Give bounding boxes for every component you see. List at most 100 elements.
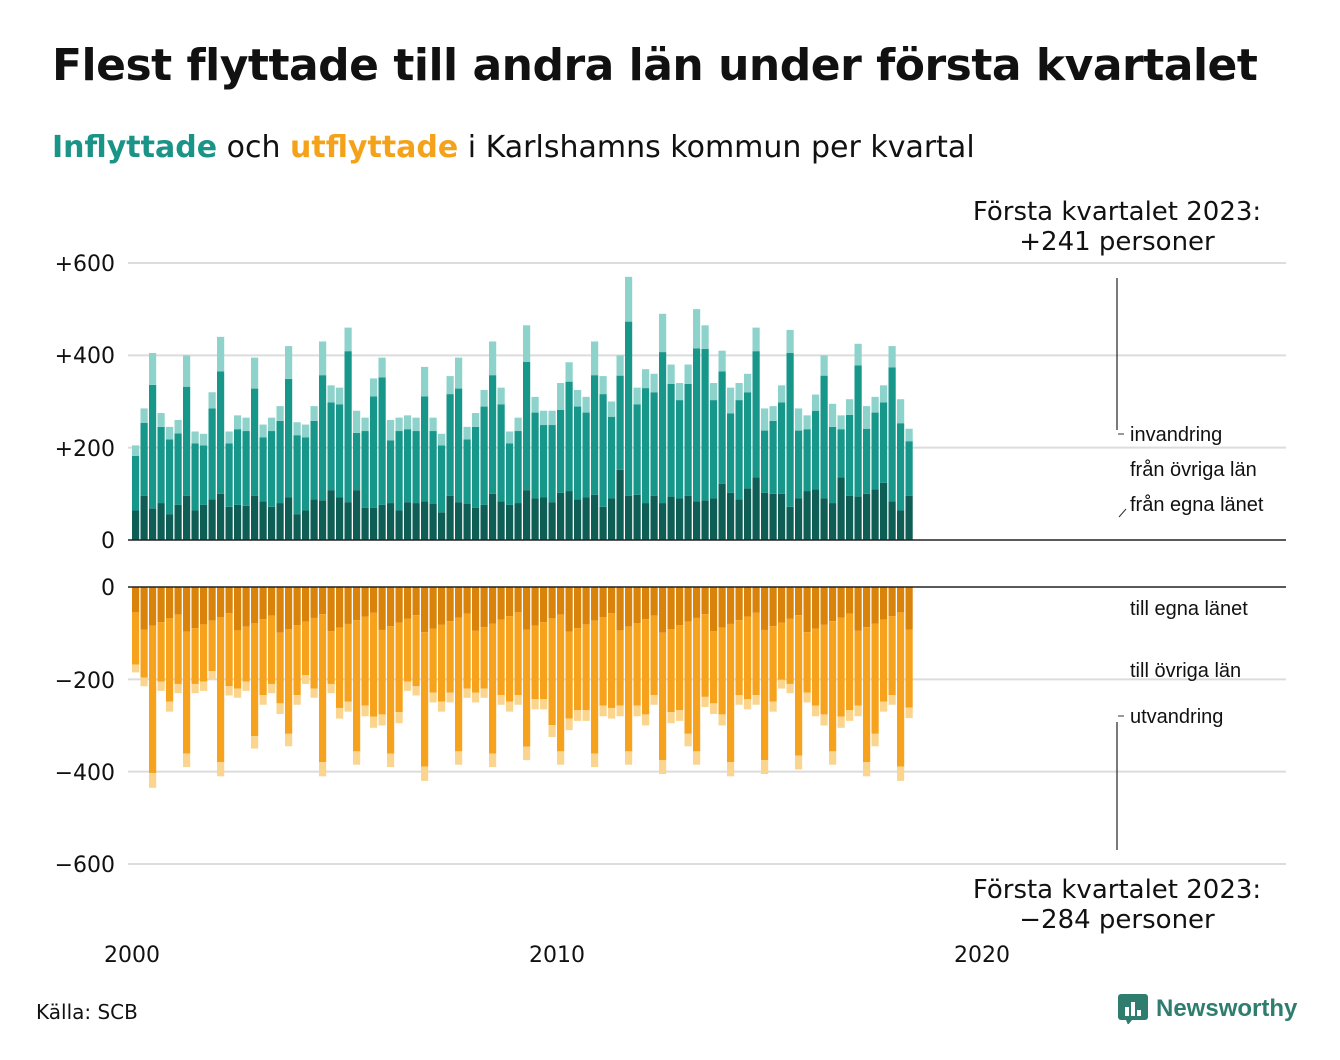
bar-out-emigration: [174, 683, 182, 694]
bar-out-own: [310, 587, 318, 618]
bar-in-other: [557, 409, 565, 493]
bar-in-other: [523, 361, 531, 491]
bar-in-own: [242, 505, 250, 540]
bar-in-immigration: [854, 343, 862, 366]
bar-in-other: [412, 431, 420, 504]
bar-in-immigration: [446, 376, 454, 395]
bar-out-other: [140, 629, 148, 678]
bar-in-own: [387, 503, 395, 540]
bar-in-immigration: [183, 355, 191, 387]
y-tick-label-top: +200: [55, 437, 115, 462]
bar-in-own: [472, 507, 480, 540]
bar-in-immigration: [769, 406, 777, 421]
bar-out-emigration: [251, 736, 259, 749]
bar-out-own: [710, 587, 718, 632]
bar-in-other: [336, 404, 344, 498]
bar-in-own: [225, 506, 233, 540]
bar-out-own: [786, 587, 794, 619]
bar-in-immigration: [752, 327, 760, 352]
bar-in-own: [140, 495, 148, 540]
bar-out-emigration: [888, 695, 896, 705]
subtitle-utflyttade: utflyttade: [290, 130, 459, 165]
bar-in-other: [599, 394, 607, 507]
bar-out-emigration: [608, 707, 616, 719]
bar-out-other: [582, 624, 590, 711]
bar-in-own: [888, 501, 896, 540]
bar-out-emigration: [132, 664, 140, 673]
bar-out-emigration: [421, 766, 429, 781]
bar-out-own: [242, 587, 250, 627]
bar-in-immigration: [795, 408, 803, 431]
bar-in-immigration: [319, 341, 327, 376]
bar-in-immigration: [472, 413, 480, 427]
bar-in-other: [217, 371, 225, 494]
bar-in-immigration: [455, 357, 463, 389]
bar-in-own: [310, 499, 318, 540]
bar-in-other: [778, 402, 786, 494]
bar-out-emigration: [514, 695, 522, 705]
bar-in-immigration: [208, 392, 216, 409]
bar-out-emigration: [837, 716, 845, 728]
bar-in-own: [897, 510, 905, 540]
bar-in-other: [174, 433, 182, 505]
bar-out-own: [863, 587, 871, 628]
bar-out-other: [599, 617, 607, 706]
bar-out-own: [523, 587, 531, 630]
bar-out-emigration: [336, 707, 344, 719]
bar-in-immigration: [642, 369, 650, 389]
bar-out-emigration: [319, 761, 327, 777]
bar-in-immigration: [166, 426, 174, 440]
bar-out-other: [616, 630, 624, 706]
bar-in-own: [191, 510, 199, 540]
bar-out-own: [404, 587, 412, 619]
bar-out-other: [183, 631, 191, 754]
bar-in-own: [786, 506, 794, 540]
bar-in-immigration: [132, 445, 140, 456]
bar-in-own: [506, 504, 514, 540]
bar-in-other: [744, 392, 752, 489]
bar-out-other: [718, 627, 726, 715]
bar-in-immigration: [591, 341, 599, 376]
bar-in-other: [353, 432, 361, 491]
bar-in-immigration: [905, 428, 913, 442]
bar-in-own: [531, 498, 539, 540]
bar-in-own: [761, 492, 769, 540]
bar-out-own: [438, 587, 446, 625]
bar-in-immigration: [353, 410, 361, 433]
bar-in-other: [591, 375, 599, 495]
y-tick-label-bottom: −200: [55, 669, 115, 694]
bar-in-own: [455, 502, 463, 540]
bar-out-emigration: [786, 683, 794, 694]
bar-out-emigration: [735, 695, 743, 705]
bar-out-own: [208, 587, 216, 621]
bar-out-other: [361, 616, 369, 706]
bar-out-other: [769, 626, 777, 702]
bar-out-other: [225, 613, 233, 687]
source-note: Källa: SCB: [36, 1000, 138, 1024]
bar-in-immigration: [302, 424, 310, 438]
bar-out-other: [446, 621, 454, 693]
bar-out-other: [548, 618, 556, 726]
bar-out-other: [905, 629, 913, 708]
y-tick-label-top: +600: [55, 252, 115, 277]
bar-in-own: [803, 491, 811, 540]
bar-out-emigration: [574, 710, 582, 721]
bar-in-immigration: [421, 366, 429, 397]
bar-out-emigration: [378, 714, 386, 726]
bar-out-own: [574, 587, 582, 629]
bar-in-other: [829, 426, 837, 504]
bar-in-other: [735, 400, 743, 500]
bar-out-own: [871, 587, 879, 624]
bar-out-other: [234, 630, 242, 689]
bar-in-immigration: [497, 387, 505, 405]
bar-in-other: [421, 396, 429, 502]
bar-out-other: [710, 631, 718, 704]
bar-out-emigration: [557, 751, 565, 765]
bar-out-emigration: [489, 753, 497, 768]
bar-out-other: [395, 622, 403, 713]
bar-out-own: [302, 587, 310, 622]
annotation-bottom-value: −284 personer: [1019, 905, 1215, 935]
y-tick-label-bottom: 0: [101, 576, 115, 601]
bar-out-other: [744, 616, 752, 700]
bar-in-own: [540, 497, 548, 540]
